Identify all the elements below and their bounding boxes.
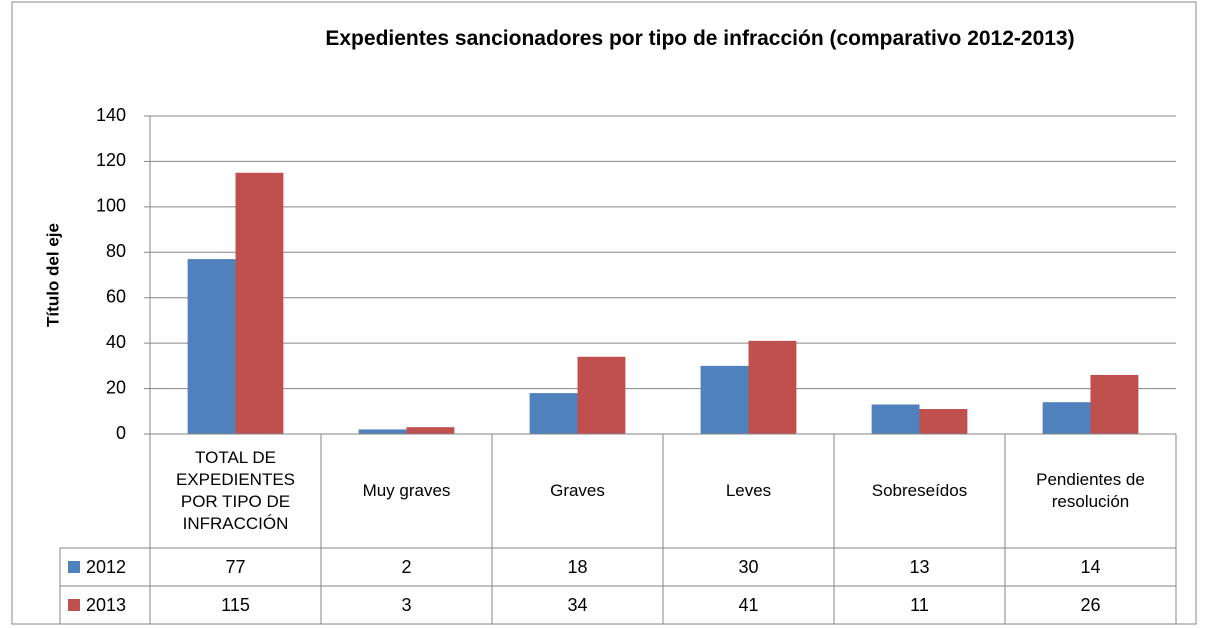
table-value: 41 [738,595,758,615]
bar [1090,374,1139,434]
y-axis-title: Título del eje [43,223,62,327]
table-value: 3 [401,595,411,615]
y-tick-label: 80 [106,241,126,261]
y-tick-label: 40 [106,332,126,352]
y-tick-label: 20 [106,377,126,397]
bar [700,365,749,434]
bar [529,393,578,434]
bar [235,172,284,435]
table-value: 77 [225,557,245,577]
bar [748,340,797,434]
legend-key [68,599,80,611]
x-tick-label: Muy graves [362,481,451,500]
y-tick-label: 120 [96,150,126,170]
bar [1042,402,1091,434]
legend-label: 2012 [86,557,126,577]
chart-title: Expedientes sancionadores por tipo de in… [325,27,1075,50]
table-value: 30 [738,557,758,577]
bar [358,429,407,434]
legend-label: 2013 [86,595,126,615]
table-value: 115 [221,595,250,615]
x-tick-label: Leves [725,481,772,500]
table-value: 14 [1080,557,1100,577]
bar [187,259,236,434]
x-tick-label: Pendientes de resolución [1036,470,1145,511]
table-value: 34 [567,595,587,615]
table-value: 13 [909,557,929,577]
y-tick-label: 0 [116,423,126,443]
table-value: 18 [567,557,587,577]
bar [577,356,626,434]
table-value: 11 [910,595,929,615]
x-tick-label: Graves [550,481,605,500]
bar [871,404,920,434]
table-value: 2 [401,557,411,577]
y-tick-label: 100 [96,196,126,216]
table-value: 26 [1080,595,1100,615]
y-tick-label: 60 [106,286,126,306]
bar [919,409,968,434]
y-tick-label: 140 [96,105,126,125]
legend-key [68,561,80,573]
bar [406,427,455,434]
x-tick-label: TOTAL DE EXPEDIENTES POR TIPO DE INFRACC… [175,448,296,533]
x-tick-label: Sobreseídos [871,481,968,500]
